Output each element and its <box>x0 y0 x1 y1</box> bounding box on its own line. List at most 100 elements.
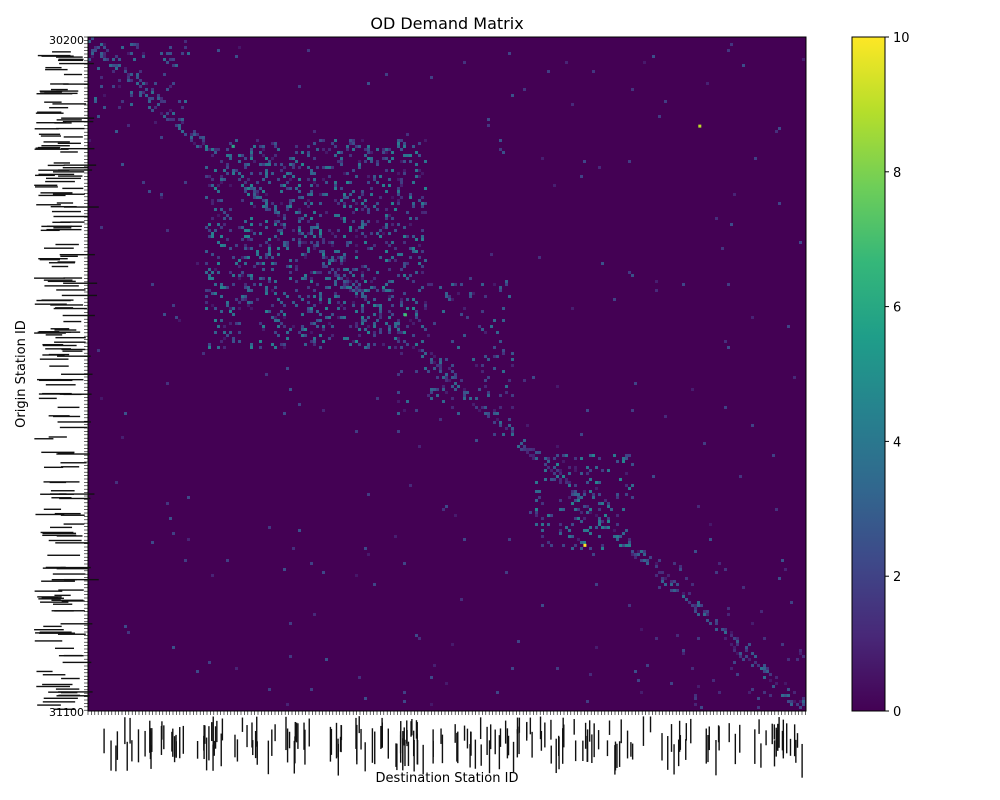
heatmap-cell <box>637 553 640 556</box>
heatmap-cell <box>625 529 628 532</box>
x-tick-label-glyph <box>516 717 519 734</box>
heatmap-cell <box>343 280 346 283</box>
heatmap-cell <box>262 268 265 271</box>
y-tick-label-glyph <box>45 348 71 350</box>
heatmap-cell <box>349 142 352 145</box>
heatmap-cell <box>406 235 409 238</box>
heatmap-cell <box>421 355 424 358</box>
heatmap-cell <box>343 256 346 259</box>
heatmap-cell <box>301 151 304 154</box>
heatmap-cell <box>376 271 379 274</box>
y-tick-label-glyph <box>50 490 75 492</box>
heatmap-cell <box>355 280 358 283</box>
heatmap-cell <box>622 508 625 511</box>
heatmap-cell <box>358 196 361 199</box>
x-tick-label-glyph <box>274 724 276 742</box>
heatmap-cell <box>295 145 298 148</box>
heatmap-cell <box>547 541 550 544</box>
y-tick-label-glyph <box>61 117 95 119</box>
y-tick-label-glyph <box>49 365 69 367</box>
heatmap-cell <box>397 340 400 343</box>
heatmap-cell-bright <box>583 543 587 547</box>
heatmap-cell <box>283 568 286 571</box>
heatmap-cell <box>307 220 310 223</box>
x-tick-label-glyph <box>179 727 181 759</box>
heatmap-cell <box>487 358 490 361</box>
heatmap-cell <box>679 565 682 568</box>
heatmap-cell <box>301 196 304 199</box>
heatmap-cell <box>250 148 253 151</box>
heatmap-cell <box>391 304 394 307</box>
heatmap-cell <box>142 181 145 184</box>
heatmap-cell <box>112 64 115 67</box>
heatmap-cell <box>250 307 253 310</box>
heatmap-cell <box>409 193 412 196</box>
heatmap-cell <box>601 526 604 529</box>
heatmap-cell <box>730 667 733 670</box>
heatmap-cell <box>352 142 355 145</box>
heatmap-cell <box>775 682 778 685</box>
heatmap-cell <box>496 331 499 334</box>
heatmap-cell <box>283 343 286 346</box>
heatmap-cell <box>307 247 310 250</box>
heatmap-cell <box>679 568 682 571</box>
heatmap-cell <box>385 169 388 172</box>
x-tick-label-glyph <box>717 725 720 743</box>
heatmap-cell <box>208 343 211 346</box>
heatmap-cell <box>508 52 511 55</box>
heatmap-cell <box>715 571 718 574</box>
heatmap-cell <box>355 289 358 292</box>
heatmap-cell <box>565 526 568 529</box>
heatmap-cell <box>223 169 226 172</box>
heatmap-cell <box>181 118 184 121</box>
heatmap-cell <box>397 172 400 175</box>
heatmap-cell <box>361 265 364 268</box>
heatmap-cell <box>628 271 631 274</box>
y-tick-label-glyph <box>52 103 87 105</box>
heatmap-cell <box>373 583 376 586</box>
heatmap-cell <box>343 316 346 319</box>
heatmap-cell <box>250 289 253 292</box>
heatmap-cell <box>310 271 313 274</box>
heatmap-cell <box>355 292 358 295</box>
heatmap-cell <box>325 166 328 169</box>
heatmap-cell <box>613 298 616 301</box>
y-tick-label-glyph <box>56 535 83 537</box>
heatmap-cell <box>460 598 463 601</box>
x-tick-label-glyph <box>558 736 560 770</box>
heatmap-cell <box>241 154 244 157</box>
heatmap-cell <box>322 178 325 181</box>
heatmap-cell <box>505 283 508 286</box>
heatmap-cell <box>700 706 703 709</box>
heatmap-cell <box>376 181 379 184</box>
heatmap-cell <box>298 229 301 232</box>
heatmap-cell <box>691 388 694 391</box>
heatmap-cell <box>625 493 628 496</box>
heatmap-cell <box>325 211 328 214</box>
heatmap-cell <box>397 274 400 277</box>
y-tick-label-glyph <box>58 169 93 171</box>
heatmap-cell <box>205 175 208 178</box>
heatmap-cell <box>352 274 355 277</box>
heatmap-cell <box>280 184 283 187</box>
heatmap-cell <box>265 292 268 295</box>
heatmap-cell <box>247 163 250 166</box>
heatmap-cell <box>313 130 316 133</box>
heatmap-cell <box>361 292 364 295</box>
heatmap-cell <box>337 277 340 280</box>
heatmap-cell <box>316 244 319 247</box>
heatmap-cell <box>448 379 451 382</box>
heatmap-cell <box>397 187 400 190</box>
heatmap-cell <box>115 55 118 58</box>
heatmap-cell <box>484 355 487 358</box>
heatmap-cell <box>229 208 232 211</box>
y-tick-label-glyph <box>54 329 77 331</box>
heatmap-cell <box>802 700 805 703</box>
heatmap-cell <box>574 457 577 460</box>
heatmap-cell <box>745 655 748 658</box>
y-tick-label-glyph <box>41 145 70 147</box>
heatmap-cell <box>367 151 370 154</box>
heatmap-cell <box>262 163 265 166</box>
heatmap-cell <box>367 346 370 349</box>
heatmap-cell <box>154 106 157 109</box>
